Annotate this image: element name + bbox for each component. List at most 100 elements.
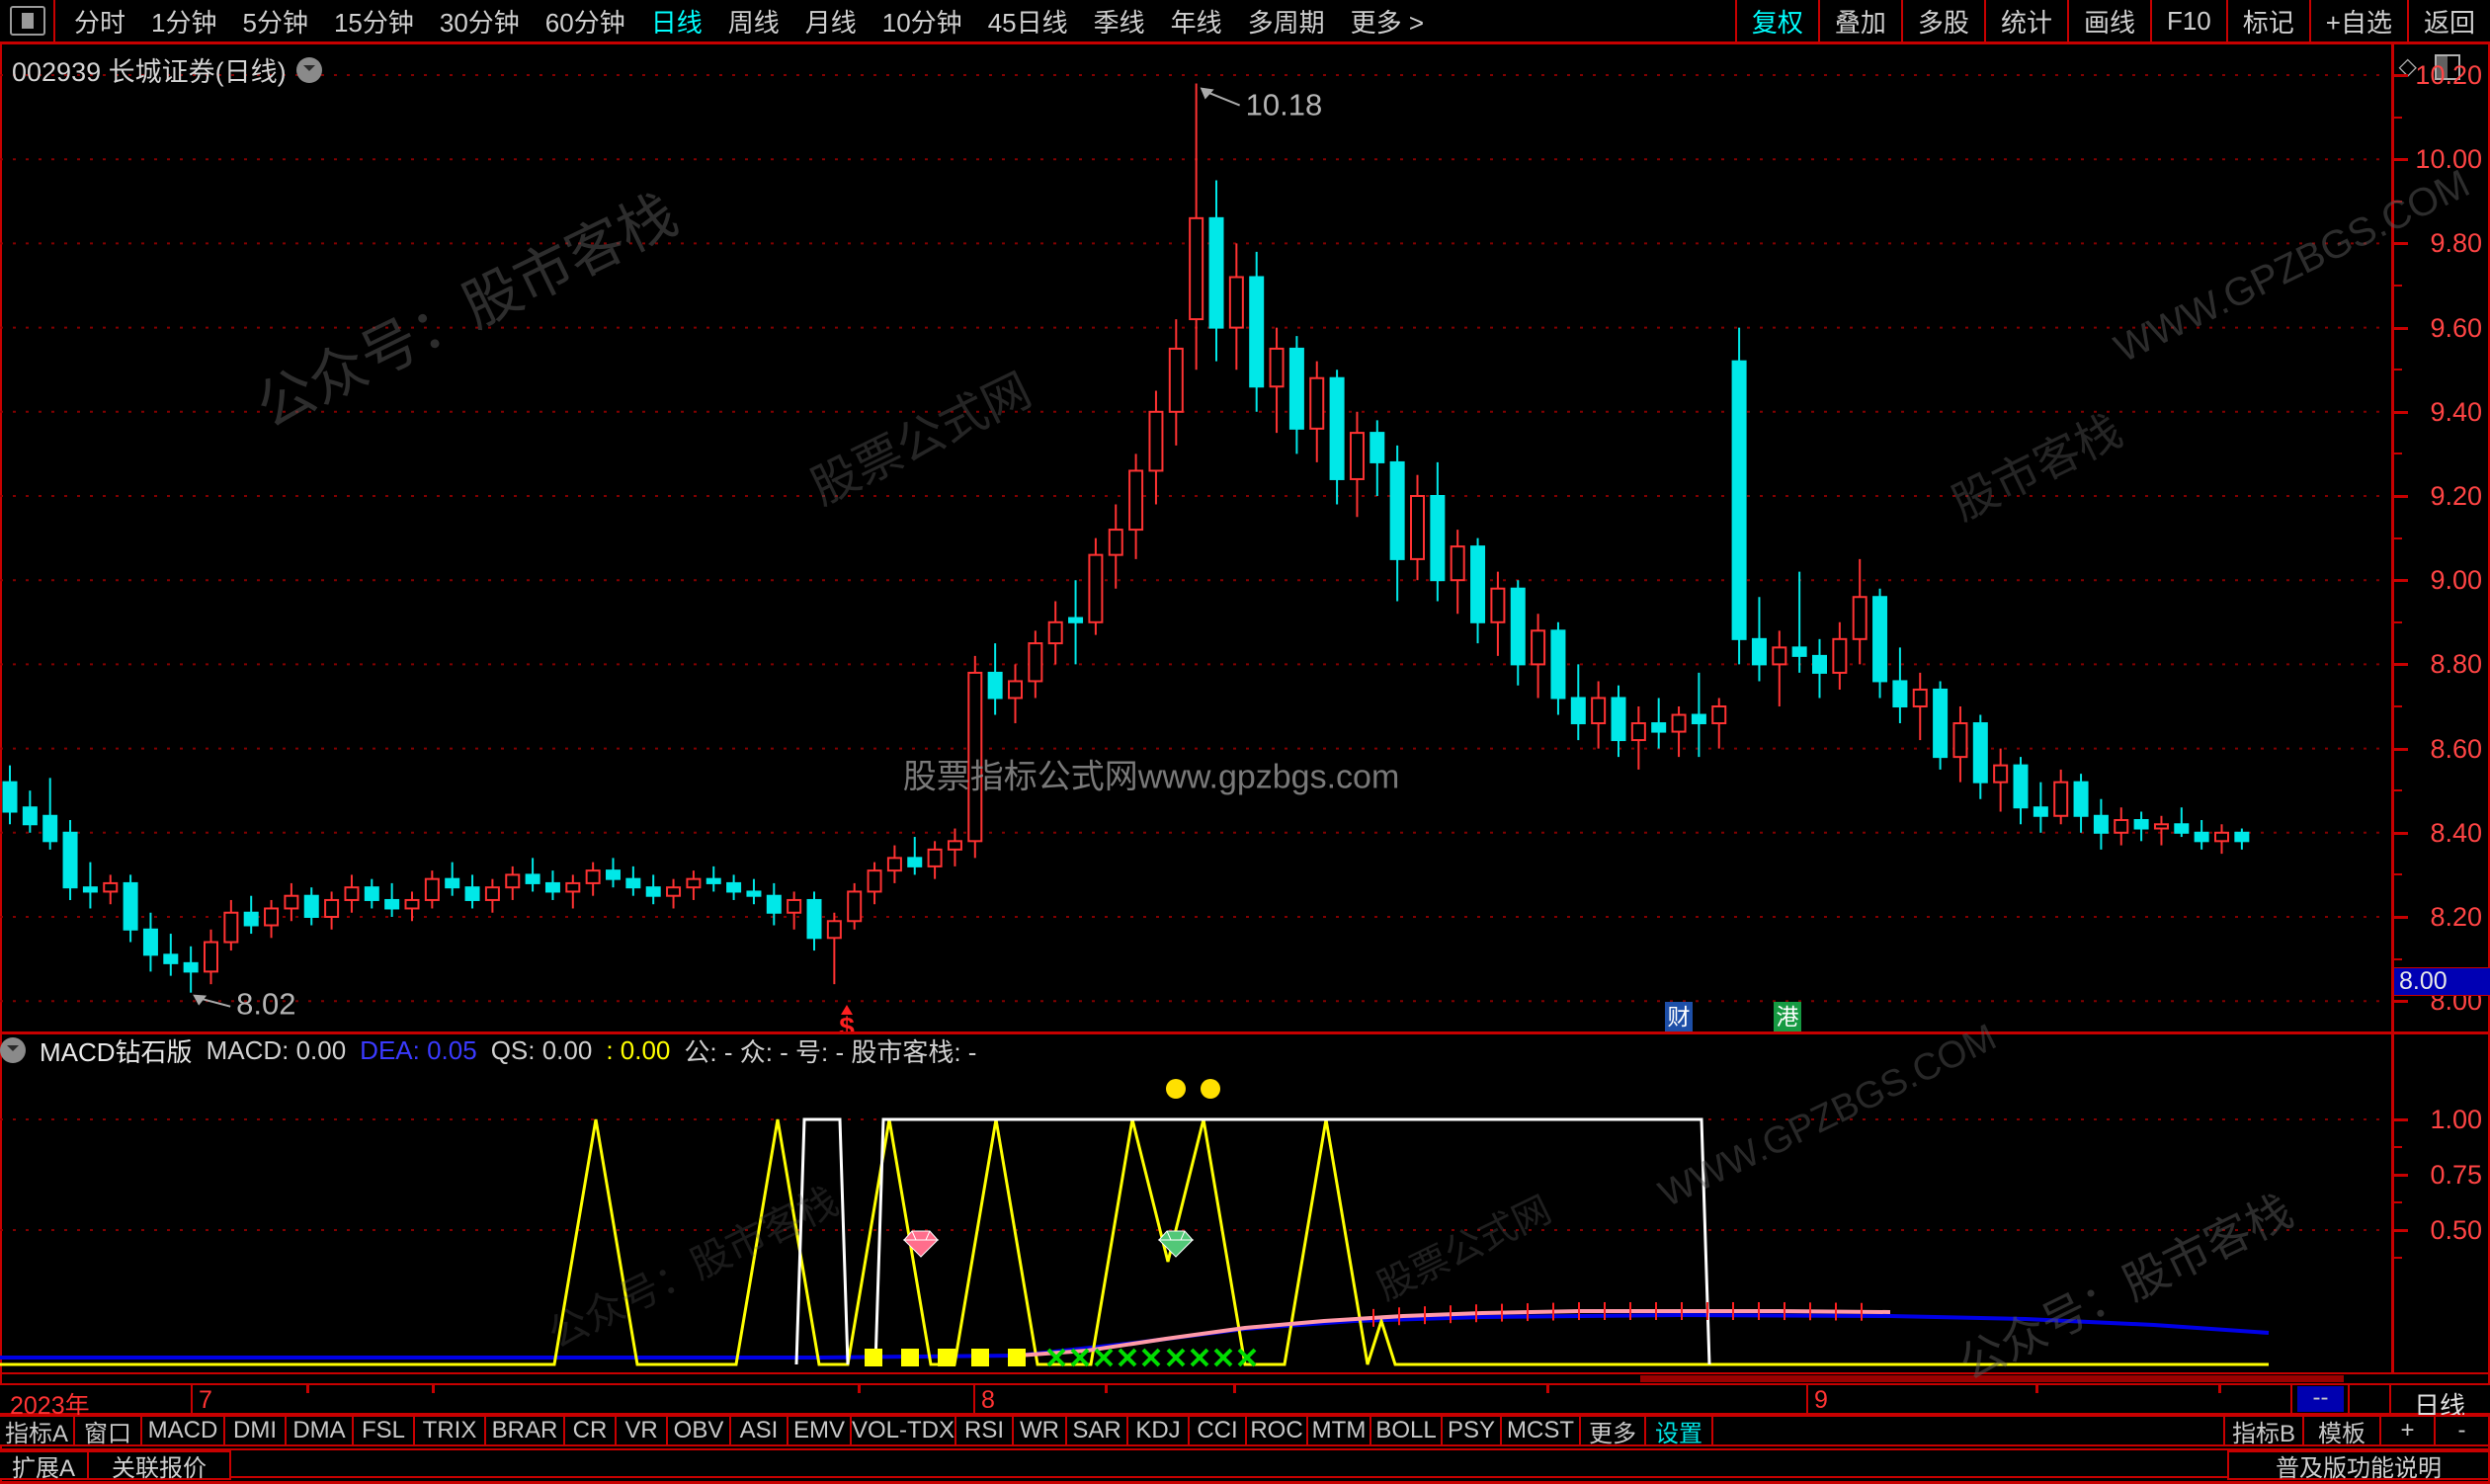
finance-badge[interactable]: 财 (1665, 1002, 1693, 1031)
price-axis-label: 10.00 (2415, 144, 2482, 175)
toolbar-button-KDJ[interactable]: KDJ (1126, 1415, 1190, 1446)
price-tick-minor (2394, 116, 2402, 119)
chevron-down-icon[interactable] (295, 56, 322, 83)
toolbar-button-CR[interactable]: CR (563, 1415, 617, 1446)
svg-text:8.02: 8.02 (236, 987, 295, 1022)
price-tick (2394, 74, 2408, 77)
menu-item-复权[interactable]: 复权 (1734, 0, 1818, 41)
toolbar-button-FSL[interactable]: FSL (352, 1415, 415, 1446)
menu-item-季线[interactable]: 季线 (1093, 7, 1145, 38)
time-tick (1105, 1385, 1108, 1393)
statusbar-help-label[interactable]: 普及版功能说明 (2227, 1450, 2490, 1482)
menu-item-多股[interactable]: 多股 (1900, 0, 1984, 41)
price-tick-minor (2394, 369, 2402, 371)
menu-item-10分钟[interactable]: 10分钟 (881, 7, 962, 38)
toolbar-button-模板[interactable]: 模板 (2302, 1415, 2381, 1447)
toolbar-button-RSI[interactable]: RSI (954, 1415, 1014, 1446)
menu-item-+自选[interactable]: +自选 (2308, 0, 2407, 41)
indicator-tick-minor (2394, 1146, 2402, 1148)
indicator-chevron-icon[interactable] (0, 1037, 26, 1063)
toolbar-button-MTM[interactable]: MTM (1306, 1415, 1371, 1446)
month-divider (191, 1385, 193, 1413)
time-tick (2035, 1385, 2038, 1393)
toolbar-button-DMA[interactable]: DMA (285, 1415, 354, 1446)
toolbar-button-窗口[interactable]: 窗口 (73, 1415, 142, 1447)
toolbar-button-+[interactable]: + (2379, 1415, 2436, 1446)
toolbar-button-BOLL[interactable]: BOLL (1370, 1415, 1443, 1446)
price-tick-minor (2394, 620, 2402, 623)
menu-item-日线[interactable]: 日线 (650, 7, 703, 38)
menu-item-统计[interactable]: 统计 (1983, 0, 2067, 41)
window-bottom-border (0, 1481, 2490, 1484)
menu-item-叠加[interactable]: 叠加 (1817, 0, 1901, 41)
menu-item-60分钟[interactable]: 60分钟 (544, 7, 625, 38)
toolbar-button--[interactable]: - (2434, 1415, 2490, 1446)
toolbar-button-DMI[interactable]: DMI (223, 1415, 287, 1446)
statusbar-tab-扩展A[interactable]: 扩展A (0, 1450, 89, 1482)
price-tick (2394, 663, 2408, 667)
hk-badge[interactable]: 港 (1774, 1002, 1801, 1031)
toolbar-button-指标A[interactable]: 指标A (0, 1415, 75, 1447)
current-price-tag: 8.00 (2394, 967, 2490, 996)
price-tick-minor (2394, 789, 2402, 792)
menu-item-1分钟[interactable]: 1分钟 (151, 7, 217, 38)
toolbar-button-VOL-TDX[interactable]: VOL-TDX (850, 1415, 956, 1446)
menu-item-分时[interactable]: 分时 (74, 7, 126, 38)
toolbar-button-PSY[interactable]: PSY (1441, 1415, 1502, 1446)
price-axis-label: 8.60 (2430, 733, 2482, 764)
dea-value: DEA: 0.05 (360, 1034, 477, 1065)
toolbar-button-VR[interactable]: VR (615, 1415, 668, 1446)
toolbar-button-MCST[interactable]: MCST (1500, 1415, 1581, 1446)
menu-item-标记[interactable]: 标记 (2225, 0, 2309, 41)
toolbar-button-指标B[interactable]: 指标B (2223, 1415, 2304, 1447)
menu-item-30分钟[interactable]: 30分钟 (439, 7, 520, 38)
toolbar-button-设置[interactable]: 设置 (1644, 1415, 1713, 1447)
extra-value: : 0.00 (606, 1034, 671, 1065)
statusbar-tab-关联报价[interactable]: 关联报价 (87, 1450, 231, 1482)
window-icon[interactable] (10, 6, 45, 36)
menu-item-45日线[interactable]: 45日线 (987, 7, 1068, 38)
toolbar-button-CCI[interactable]: CCI (1188, 1415, 1247, 1446)
candlestick-chart: 10.18 8.02 $ (0, 74, 2389, 1032)
toolbar-button-TRIX[interactable]: TRIX (413, 1415, 486, 1446)
month-label: 7 (199, 1386, 212, 1414)
scrollbar-thumb[interactable] (1640, 1375, 2344, 1382)
toolbar-button-MACD[interactable]: MACD (140, 1415, 225, 1446)
menu-item-月线[interactable]: 月线 (804, 7, 857, 38)
toolbar-button-ROC[interactable]: ROC (1245, 1415, 1308, 1446)
menu-item-5分钟[interactable]: 5分钟 (242, 7, 308, 38)
time-axis-divider (2348, 1385, 2350, 1413)
stock-title: 002939 长城证券(日线) (12, 50, 322, 89)
menu-item-返回[interactable]: 返回 (2406, 0, 2490, 41)
menu-item-画线[interactable]: 画线 (2066, 0, 2150, 41)
price-tick-minor (2394, 536, 2402, 539)
price-tick (2394, 1000, 2408, 1004)
toolbar-button-EMV[interactable]: EMV (787, 1415, 852, 1446)
window-icon-inner (22, 13, 34, 29)
time-tick (306, 1385, 309, 1393)
window-right-border (2488, 0, 2490, 1484)
menu-item-更多 >[interactable]: 更多 > (1350, 7, 1425, 38)
menu-item-年线[interactable]: 年线 (1170, 7, 1222, 38)
price-tick-minor (2394, 200, 2402, 203)
menu-item-多周期[interactable]: 多周期 (1247, 7, 1325, 38)
diamond-marker-icon[interactable]: ◇ (2398, 53, 2417, 80)
toolbar-button-WR[interactable]: WR (1012, 1415, 1067, 1446)
menu-item-F10[interactable]: F10 (2149, 0, 2226, 41)
split-pane-icon[interactable] (2435, 53, 2460, 80)
window-left-border (0, 0, 2, 1484)
macd-indicator-chart (0, 1079, 2389, 1367)
toolbar-button-BRAR[interactable]: BRAR (484, 1415, 565, 1446)
svg-text:10.18: 10.18 (1246, 88, 1323, 123)
toolbar-button-更多[interactable]: 更多 (1579, 1415, 1646, 1447)
toolbar-button-OBV[interactable]: OBV (666, 1415, 731, 1446)
panel-divider[interactable] (0, 1031, 2490, 1034)
time-tick (1233, 1385, 1236, 1393)
menu-item-15分钟[interactable]: 15分钟 (333, 7, 414, 38)
indicator-name[interactable]: MACD钻石版 (40, 1036, 193, 1067)
toolbar-button-ASI[interactable]: ASI (729, 1415, 788, 1446)
menu-item-周线[interactable]: 周线 (727, 7, 780, 38)
period-menu: 分时 1分钟 5分钟 15分钟 30分钟 60分钟 日线 周线 月线 10分钟 45日线 季线 年线 多周… (61, 3, 1437, 40)
toolbar-button-SAR[interactable]: SAR (1065, 1415, 1128, 1446)
indicator-tick (2394, 1118, 2408, 1121)
